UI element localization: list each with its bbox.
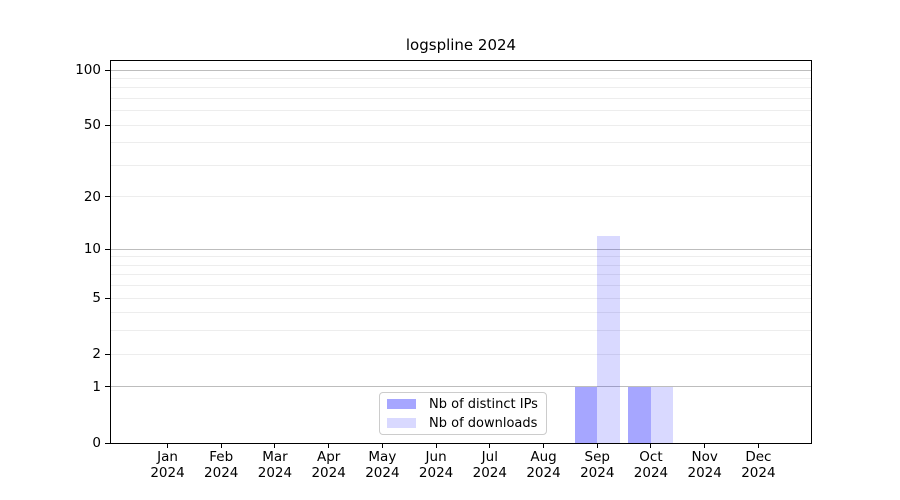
gridline-minor [111, 142, 811, 144]
y-tick-label: 2 [92, 346, 101, 363]
x-tick-year: 2024 [580, 465, 615, 481]
x-tick-mark [167, 443, 168, 448]
gridline-minor [111, 77, 811, 79]
y-tick-mark [105, 386, 111, 388]
x-tick-label: Dec 2024 [730, 449, 786, 481]
gridline-minor [111, 312, 811, 314]
x-tick-year: 2024 [741, 465, 776, 481]
bar-distinct-ips [574, 386, 598, 443]
gridline-major [111, 386, 811, 388]
x-tick-year: 2024 [633, 465, 669, 481]
x-tick-year: 2024 [365, 465, 400, 481]
y-tick-mark [105, 248, 111, 250]
x-tick-mark [381, 443, 383, 448]
x-tick-label: Oct 2024 [623, 449, 679, 481]
x-tick-label: Apr 2024 [301, 449, 357, 481]
x-tick-month: Jan [157, 449, 178, 465]
x-tick-mark [328, 443, 330, 448]
x-tick-month: Oct [639, 449, 663, 465]
x-tick-mark [274, 443, 276, 448]
bar-downloads [597, 235, 620, 443]
x-tick-year: 2024 [150, 465, 185, 481]
bar-distinct-ips [628, 386, 651, 443]
gridline-minor [111, 330, 811, 332]
gridline-minor [111, 297, 811, 299]
legend-item-downloads: Nb of downloads [387, 415, 539, 431]
x-tick-month: Nov [691, 449, 718, 465]
y-tick-mark [105, 196, 111, 198]
gridline-minor [111, 256, 811, 258]
x-tick-month: Jul [481, 449, 498, 465]
x-tick-year: 2024 [687, 465, 722, 481]
y-tick-mark [105, 442, 111, 444]
y-tick-mark [105, 69, 111, 71]
x-tick-label: Sep 2024 [569, 449, 625, 481]
y-tick-mark [105, 297, 111, 299]
y-tick-label: 5 [92, 290, 101, 307]
x-tick-mark [489, 443, 491, 448]
x-tick-mark [543, 443, 545, 448]
gridline-minor [111, 353, 811, 355]
x-tick-label: Jan 2024 [140, 449, 196, 481]
gridline-minor [111, 285, 811, 287]
gridline-minor [111, 274, 811, 276]
x-tick-mark [596, 443, 598, 448]
gridline-minor [111, 264, 811, 266]
legend: Nb of distinct IPs Nb of downloads [379, 392, 547, 435]
legend-swatch-distinct-ips [387, 399, 416, 409]
gridline-major [111, 248, 811, 250]
x-tick-month: May [368, 449, 397, 465]
y-tick-label: 10 [83, 241, 101, 258]
x-tick-mark [757, 443, 759, 448]
legend-swatch-downloads [387, 418, 416, 428]
gridline-minor [111, 110, 811, 112]
x-tick-year: 2024 [418, 465, 454, 481]
x-tick-label: Jul 2024 [462, 449, 518, 481]
x-tick-label: Jun 2024 [408, 449, 464, 481]
x-tick-month: Sep [584, 449, 610, 465]
x-tick-month: Feb [209, 449, 234, 465]
x-tick-mark [704, 443, 706, 448]
y-tick-label: 0 [92, 435, 101, 451]
x-tick-month: Mar [262, 449, 288, 465]
y-tick-label: 50 [83, 117, 101, 134]
gridline-minor [111, 124, 811, 126]
x-tick-label: Nov 2024 [677, 449, 733, 481]
x-tick-month: Jun [425, 449, 447, 465]
x-tick-year: 2024 [257, 465, 293, 481]
bar-downloads [650, 386, 674, 443]
y-tick-label: 1 [92, 378, 101, 395]
x-tick-month: Dec [745, 449, 772, 465]
y-tick-mark [105, 353, 111, 355]
x-tick-label: Mar 2024 [247, 449, 303, 481]
x-tick-year: 2024 [204, 465, 239, 481]
gridline-minor [111, 87, 811, 89]
y-tick-label: 20 [83, 188, 101, 205]
gridline-major [111, 69, 811, 71]
y-tick-label: 100 [75, 62, 101, 78]
gridline-minor [111, 196, 811, 198]
x-tick-mark [220, 443, 222, 448]
x-tick-year: 2024 [311, 465, 346, 481]
legend-label-distinct-ips: Nb of distinct IPs [429, 396, 538, 412]
x-tick-year: 2024 [472, 465, 507, 481]
y-tick-mark [105, 124, 111, 126]
gridline-minor [111, 97, 811, 99]
x-tick-month: Aug [530, 449, 557, 465]
chart-title: logspline 2024 [405, 36, 517, 54]
x-tick-label: Feb 2024 [193, 449, 249, 481]
x-tick-mark [650, 443, 652, 448]
x-tick-month: Apr [316, 449, 341, 465]
gridline-minor [111, 164, 811, 166]
plot-area: 0 1 2 5 10 20 50 100 Jan 2024 Feb 2024 Mar 2024 Apr 202… [75, 60, 812, 481]
legend-label-downloads: Nb of downloads [429, 415, 538, 431]
x-tick-mark [435, 443, 437, 448]
x-tick-label: Aug 2024 [516, 449, 572, 481]
x-tick-year: 2024 [526, 465, 561, 481]
legend-item-distinct-ips: Nb of distinct IPs [387, 396, 539, 412]
x-tick-label: May 2024 [354, 449, 410, 481]
